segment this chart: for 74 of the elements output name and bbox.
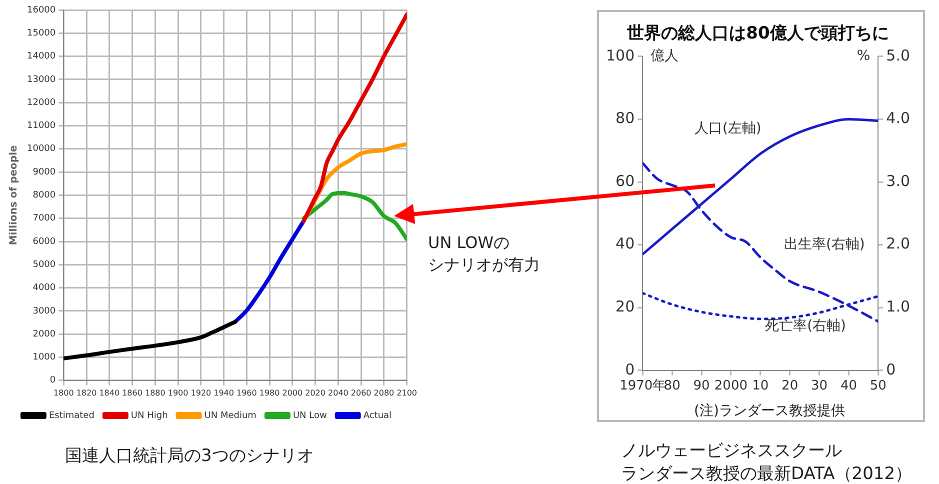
text: ノルウェービジネススクールランダース教授の最新DATA（2012） (621, 440, 912, 484)
y-tick-label: 8000 (32, 190, 56, 201)
line-series (302, 12, 407, 223)
y-tick-label: 10000 (26, 144, 56, 154)
y-tick-label: 80 (616, 109, 635, 128)
series-label: 人口(左軸) (694, 120, 762, 136)
line-series (233, 218, 306, 324)
y-tick-label: 40 (616, 234, 635, 253)
legend-label: UN Medium (204, 410, 256, 421)
x-tick-label: 1970年 (620, 378, 666, 394)
legend-label: UN Low (292, 410, 327, 421)
legend-label: UN High (130, 410, 168, 421)
x-tick-label: 2040 (328, 388, 348, 398)
y-tick-label: 5000 (32, 260, 56, 270)
x-tick-label: 1920 (190, 388, 212, 398)
x-tick-label: 50 (870, 378, 886, 394)
x-tick-label: 1960 (236, 388, 257, 398)
y-tick-label: 11000 (26, 121, 56, 132)
x-tick-label: 2080 (374, 388, 394, 398)
legend-label: Estimated (48, 410, 94, 421)
y-tick-label: 7000 (32, 214, 56, 224)
text: 国連人口統計局の3つのシナリオ (65, 445, 314, 468)
y-axis-title: Millions of people (8, 145, 20, 246)
x-tick-label: 10 (752, 378, 769, 394)
line-series (302, 190, 407, 242)
x-tick-label: 30 (810, 378, 828, 394)
y-tick-label: 0 (50, 376, 56, 386)
y-axis-title: 億人 (650, 48, 679, 64)
y2-tick-label: 2.0 (886, 234, 910, 253)
x-tick-label: 1900 (168, 388, 188, 398)
y2-tick-label: 5.0 (886, 46, 910, 64)
y-tick-label: 12000 (26, 98, 56, 108)
line-series (64, 320, 238, 360)
x-tick-label: 1940 (214, 388, 234, 398)
text: UN LOWのシナリオが有力 (428, 232, 540, 276)
y-tick-label: 100 (606, 46, 635, 64)
y-tick-label: 60 (616, 172, 635, 190)
x-tick-label: 1860 (122, 388, 142, 398)
y-tick-label: 2000 (32, 329, 56, 340)
y-tick-label: 15000 (26, 28, 56, 38)
x-tick-label: 1800 (53, 388, 74, 398)
chart-title: 世界の総人口は80億人で頭打ちに (626, 24, 889, 44)
y-tick-label: 14000 (26, 52, 56, 62)
y-tick-label: 3000 (32, 306, 56, 316)
y-tick-label: 0 (625, 360, 635, 378)
y-tick-label: 20 (616, 297, 635, 316)
y-tick-label: 9000 (32, 167, 56, 178)
y-tick-label: 1000 (32, 352, 56, 363)
x-tick-label: 2100 (396, 388, 417, 398)
x-tick-label: 2020 (305, 388, 326, 398)
x-tick-label: 1980 (259, 388, 280, 398)
y-tick-label: 6000 (32, 236, 56, 247)
x-tick-label: 2000 (714, 378, 748, 394)
y2-tick-label: 3.0 (886, 172, 910, 190)
y2-tick-label: 4.0 (886, 109, 910, 128)
x-tick-label: 2060 (350, 388, 372, 398)
text: (注)ランダース教授提供 (694, 402, 845, 421)
y2-tick-label: 0 (886, 360, 896, 378)
x-tick-label: 80 (664, 378, 680, 394)
y-tick-label: 13000 (26, 74, 56, 85)
x-tick-label: 20 (782, 378, 798, 394)
x-tick-label: 1820 (76, 388, 97, 398)
series-label: 出生率(右軸) (784, 236, 865, 252)
x-tick-label: 2000 (282, 388, 303, 398)
legend-label: Actual (363, 410, 392, 421)
x-tick-label: 90 (693, 378, 710, 394)
y2-tick-label: 1.0 (886, 297, 910, 316)
series-label: 死亡率(右軸) (765, 318, 846, 334)
y-tick-label: 4000 (32, 283, 56, 294)
x-tick-label: 1840 (99, 388, 120, 398)
x-tick-label: 1880 (144, 388, 166, 398)
x-tick-label: 40 (840, 378, 857, 394)
y-tick-label: 16000 (26, 5, 56, 16)
y2-axis-title: % (856, 48, 870, 64)
